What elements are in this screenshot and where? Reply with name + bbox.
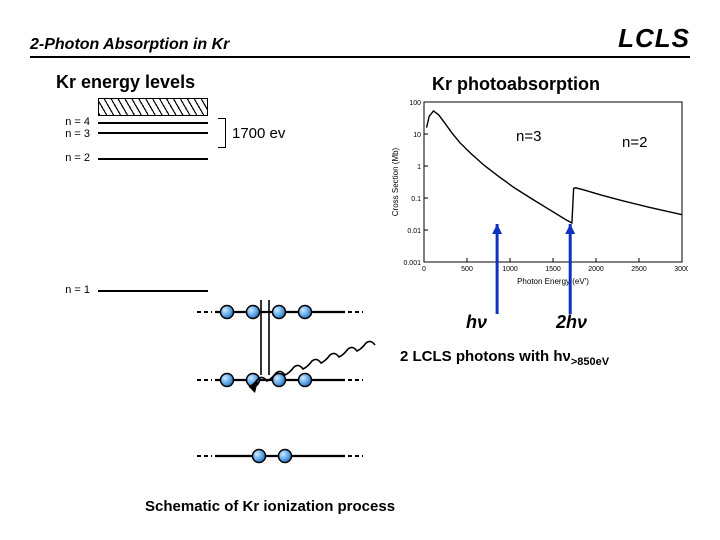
level-label-n2: n = 2 — [50, 152, 90, 164]
level-label-n3: n = 3 — [50, 128, 90, 140]
gap-label: 1700 ev — [232, 125, 285, 142]
note-nu: ν — [562, 348, 570, 365]
right-panel-title: Kr photoabsorption — [432, 74, 600, 95]
left-panel-title: Kr energy levels — [56, 72, 195, 93]
svg-text:2000: 2000 — [588, 266, 604, 273]
level-line-n3 — [98, 132, 208, 134]
svg-text:0.1: 0.1 — [411, 196, 421, 203]
two-photon-note: 2 LCLS photons with hν>850eV — [400, 348, 609, 368]
hv-label-two: 2hν — [556, 312, 587, 333]
lcls-logo: LCLS — [618, 23, 690, 54]
edge-label-n3: n=3 — [516, 128, 541, 145]
level-line-n4 — [98, 122, 208, 124]
svg-text:1000: 1000 — [502, 266, 518, 273]
svg-text:10: 10 — [413, 132, 421, 139]
svg-text:500: 500 — [461, 266, 473, 273]
edge-label-n2: n=2 — [622, 134, 647, 151]
level-line-n1 — [98, 290, 208, 292]
schematic-caption: Schematic of Kr ionization process — [145, 498, 395, 515]
gap-bracket — [218, 118, 226, 148]
svg-text:0.01: 0.01 — [407, 228, 421, 235]
continuum-hatch — [98, 98, 208, 116]
slide-title: 2-Photon Absorption in Kr — [30, 36, 229, 54]
note-sub: >850eV — [571, 356, 609, 368]
svg-text:Cross Section (Mb): Cross Section (Mb) — [391, 147, 400, 216]
hv-label-one: hν — [466, 312, 487, 333]
level-label-n1: n = 1 — [50, 284, 90, 296]
svg-text:2500: 2500 — [631, 266, 647, 273]
level-line-n2 — [98, 158, 208, 160]
level-label-n4: n = 4 — [50, 116, 90, 128]
svg-text:1: 1 — [417, 164, 421, 171]
svg-text:0.001: 0.001 — [403, 260, 421, 267]
svg-text:100: 100 — [409, 100, 421, 107]
svg-text:3000: 3000 — [674, 266, 688, 273]
svg-text:0: 0 — [422, 266, 426, 273]
header: 2-Photon Absorption in Kr LCLS — [30, 24, 690, 58]
svg-text:1500: 1500 — [545, 266, 561, 273]
note-prefix: 2 LCLS photons with h — [400, 348, 562, 365]
svg-text:Photon Energy (eV'): Photon Energy (eV') — [517, 277, 589, 286]
photoabsorption-chart: 0 500 1000 1500 2000 2500 3000 0.001 0.01 0.1 1 10 1… — [388, 96, 688, 288]
ionization-schematic — [175, 300, 385, 470]
